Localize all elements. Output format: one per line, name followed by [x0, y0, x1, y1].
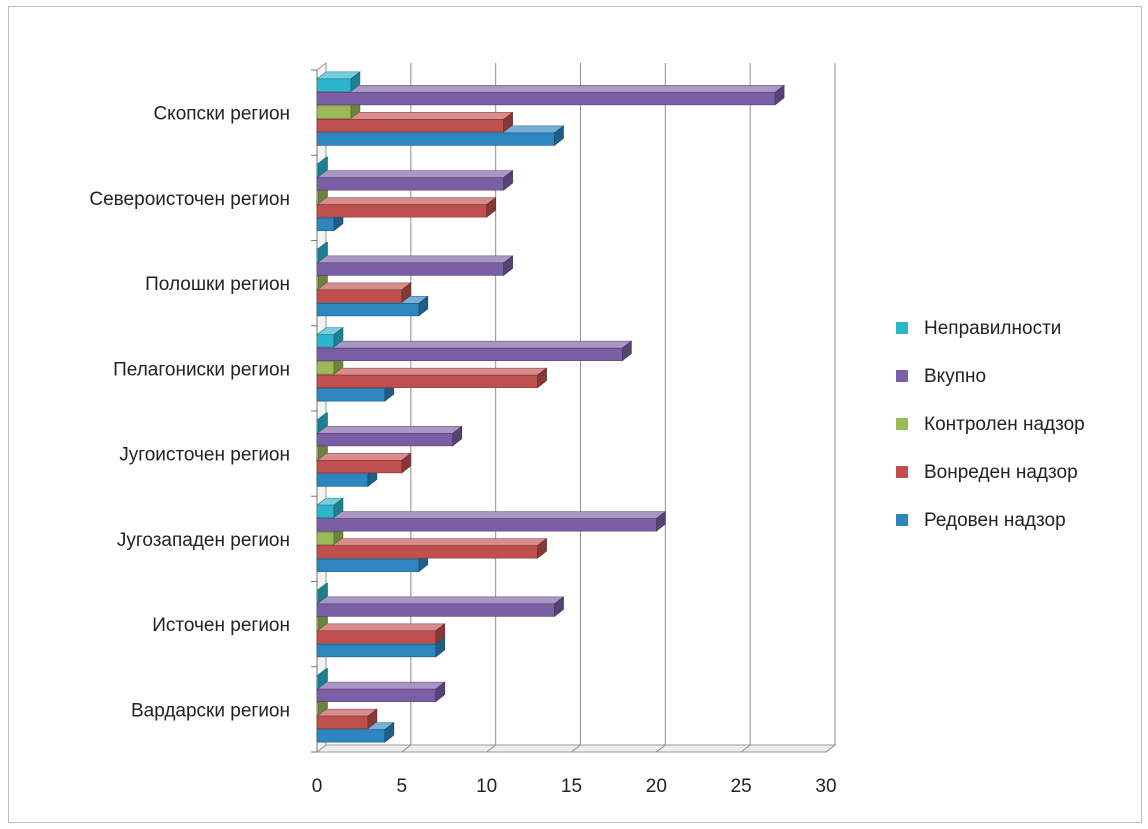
x-tick-label: 0 — [312, 776, 323, 797]
category-label: Полошки регион — [145, 274, 290, 295]
category-label: Југозападен регион — [117, 530, 290, 551]
category-label: Вардарски регион — [131, 700, 290, 721]
bar — [316, 582, 329, 604]
category-label: Североисточен регион — [89, 189, 290, 210]
bar — [316, 156, 329, 178]
legend: Неправилности Вкупно Контролен надзор Вонре… — [896, 318, 1085, 531]
gridline-floor — [486, 744, 496, 753]
bar — [316, 327, 344, 348]
legend-swatch — [896, 514, 908, 526]
legend-label: Редовен надзор — [924, 510, 1066, 531]
legend-swatch — [896, 370, 908, 382]
bar — [316, 452, 412, 474]
bar — [316, 170, 514, 191]
category-label: Скопски регион — [153, 104, 290, 125]
legend-swatch — [896, 418, 908, 430]
bars-layer — [316, 71, 785, 743]
bar — [316, 412, 329, 433]
x-tick-label: 20 — [646, 776, 667, 797]
legend-swatch — [896, 466, 908, 478]
legend-label: Контролен надзор — [924, 414, 1085, 435]
bar — [316, 111, 514, 133]
gridline-floor — [401, 744, 412, 753]
bar — [316, 497, 344, 519]
category-label: Источен регион — [152, 615, 290, 636]
category-label: Пелагониски регион — [113, 359, 290, 380]
x-tick-label: 5 — [397, 776, 408, 797]
bar — [316, 596, 565, 617]
bar — [316, 340, 633, 362]
bar — [316, 241, 329, 263]
bar — [316, 708, 378, 730]
bar — [316, 538, 548, 559]
x-tick-labels: 0 5 10 15 20 25 30 — [312, 776, 837, 797]
bar — [316, 511, 667, 532]
legend-label: Вонреден надзор — [924, 462, 1078, 483]
bar — [316, 255, 514, 276]
legend-label: Неправилности — [924, 318, 1061, 339]
bar — [316, 71, 361, 92]
gridline-floor — [656, 744, 666, 753]
bar — [316, 668, 329, 689]
gridline-floor — [740, 744, 751, 753]
x-tick-label: 15 — [561, 776, 582, 797]
legend-label: Вкупно — [924, 366, 986, 387]
legend-swatch — [896, 322, 908, 334]
bar — [316, 367, 548, 389]
x-tick-label: 10 — [476, 776, 497, 797]
category-label: Југоисточен регион — [119, 445, 290, 466]
category-labels: Скопски регион Североисточен регион Полошк… — [89, 104, 290, 722]
x-tick-label: 25 — [731, 776, 752, 797]
bar — [316, 425, 463, 447]
x-tick-label: 30 — [815, 776, 836, 797]
bar — [316, 197, 497, 218]
gridline-floor — [571, 744, 581, 753]
bar — [316, 681, 446, 703]
bar — [316, 282, 412, 303]
bar — [316, 623, 446, 644]
gridline-floor — [825, 744, 836, 753]
bar — [316, 84, 785, 106]
